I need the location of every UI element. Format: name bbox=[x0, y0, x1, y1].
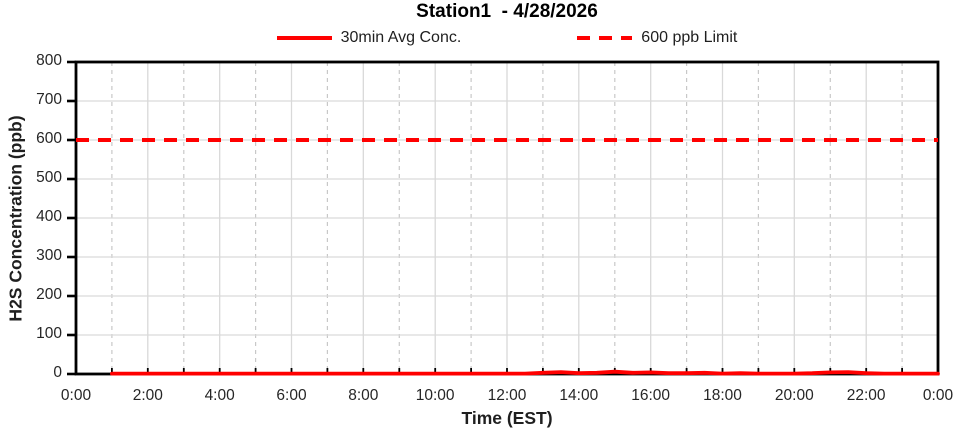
x-tick-label: 14:00 bbox=[559, 387, 599, 404]
x-tick-label: 0:00 bbox=[922, 387, 954, 404]
x-tick-label: 12:00 bbox=[487, 387, 527, 404]
y-tick-marks bbox=[67, 60, 76, 376]
y-tick-label: 500 bbox=[36, 169, 62, 186]
x-tick-label: 18:00 bbox=[703, 387, 742, 404]
y-tick-label: 700 bbox=[36, 91, 62, 108]
y-tick-label: 600 bbox=[36, 130, 62, 147]
x-tick-label: 2:00 bbox=[132, 387, 163, 404]
y-tick-label: 200 bbox=[36, 286, 62, 303]
x-tick-label: 0:00 bbox=[60, 387, 92, 404]
horizontal-gridlines bbox=[76, 100, 938, 336]
legend-item-limit: 600 ppb Limit bbox=[577, 29, 737, 47]
x-tick-label: 16:00 bbox=[631, 387, 671, 404]
solid-red-line-icon bbox=[276, 36, 332, 40]
chart-title: Station1 - 4/28/2026 bbox=[416, 1, 598, 22]
legend-item-avg-conc: 30min Avg Conc. bbox=[276, 29, 462, 47]
y-tick-label: 400 bbox=[36, 208, 62, 225]
y-tick-label: 800 bbox=[36, 52, 62, 69]
y-tick-label: 0 bbox=[53, 364, 62, 381]
x-tick-label: 20:00 bbox=[774, 387, 814, 404]
legend: 30min Avg Conc. 600 ppb Limit bbox=[76, 29, 938, 47]
x-tick-label: 10:00 bbox=[415, 387, 455, 404]
dashed-red-line-icon bbox=[577, 36, 633, 40]
x-tick-label: 4:00 bbox=[204, 387, 235, 404]
y-tick-label: 300 bbox=[36, 247, 62, 264]
legend-label: 600 ppb Limit bbox=[641, 29, 738, 46]
legend-label: 30min Avg Conc. bbox=[340, 29, 462, 46]
x-tick-label: 6:00 bbox=[276, 387, 307, 404]
series-line bbox=[110, 369, 940, 376]
x-axis-title: Time (EST) bbox=[461, 408, 553, 428]
y-tick-label: 100 bbox=[36, 325, 62, 342]
x-tick-label: 22:00 bbox=[846, 387, 886, 404]
x-tick-label: 8:00 bbox=[348, 387, 379, 404]
